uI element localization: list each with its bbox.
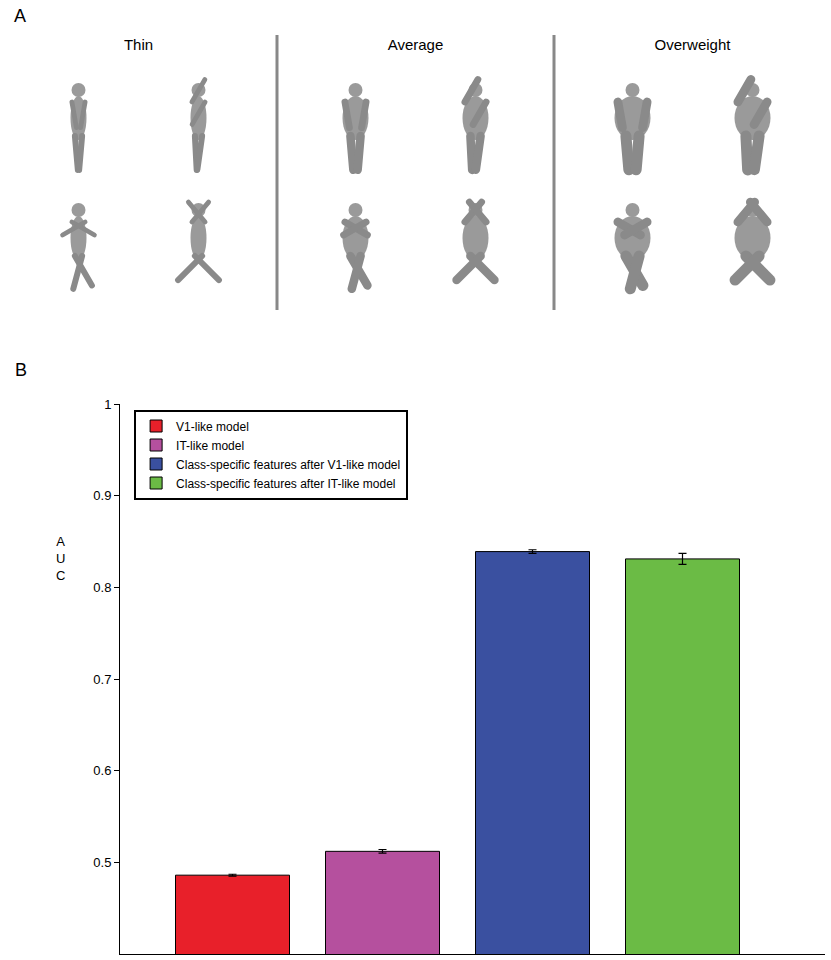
svg-text:0.7: 0.7 [93,672,111,687]
svg-text:Average: Average [388,36,444,53]
svg-text:A: A [14,6,26,26]
svg-text:0.9: 0.9 [93,488,111,503]
svg-text:0.6: 0.6 [93,763,111,778]
svg-text:V1-like model: V1-like model [176,420,249,434]
svg-text:Class-specific features after: Class-specific features after V1-like mo… [176,458,400,472]
svg-text:1: 1 [104,397,111,412]
svg-text:B: B [15,360,27,380]
svg-text:0.8: 0.8 [93,580,111,595]
svg-text:Thin: Thin [124,36,153,53]
svg-text:AUC: AUC [56,534,65,583]
svg-text:0.5: 0.5 [93,855,111,870]
svg-text:Class-specific features after: Class-specific features after IT-like mo… [176,477,395,491]
svg-text:IT-like model: IT-like model [176,439,244,453]
svg-text:Overweight: Overweight [655,36,732,53]
